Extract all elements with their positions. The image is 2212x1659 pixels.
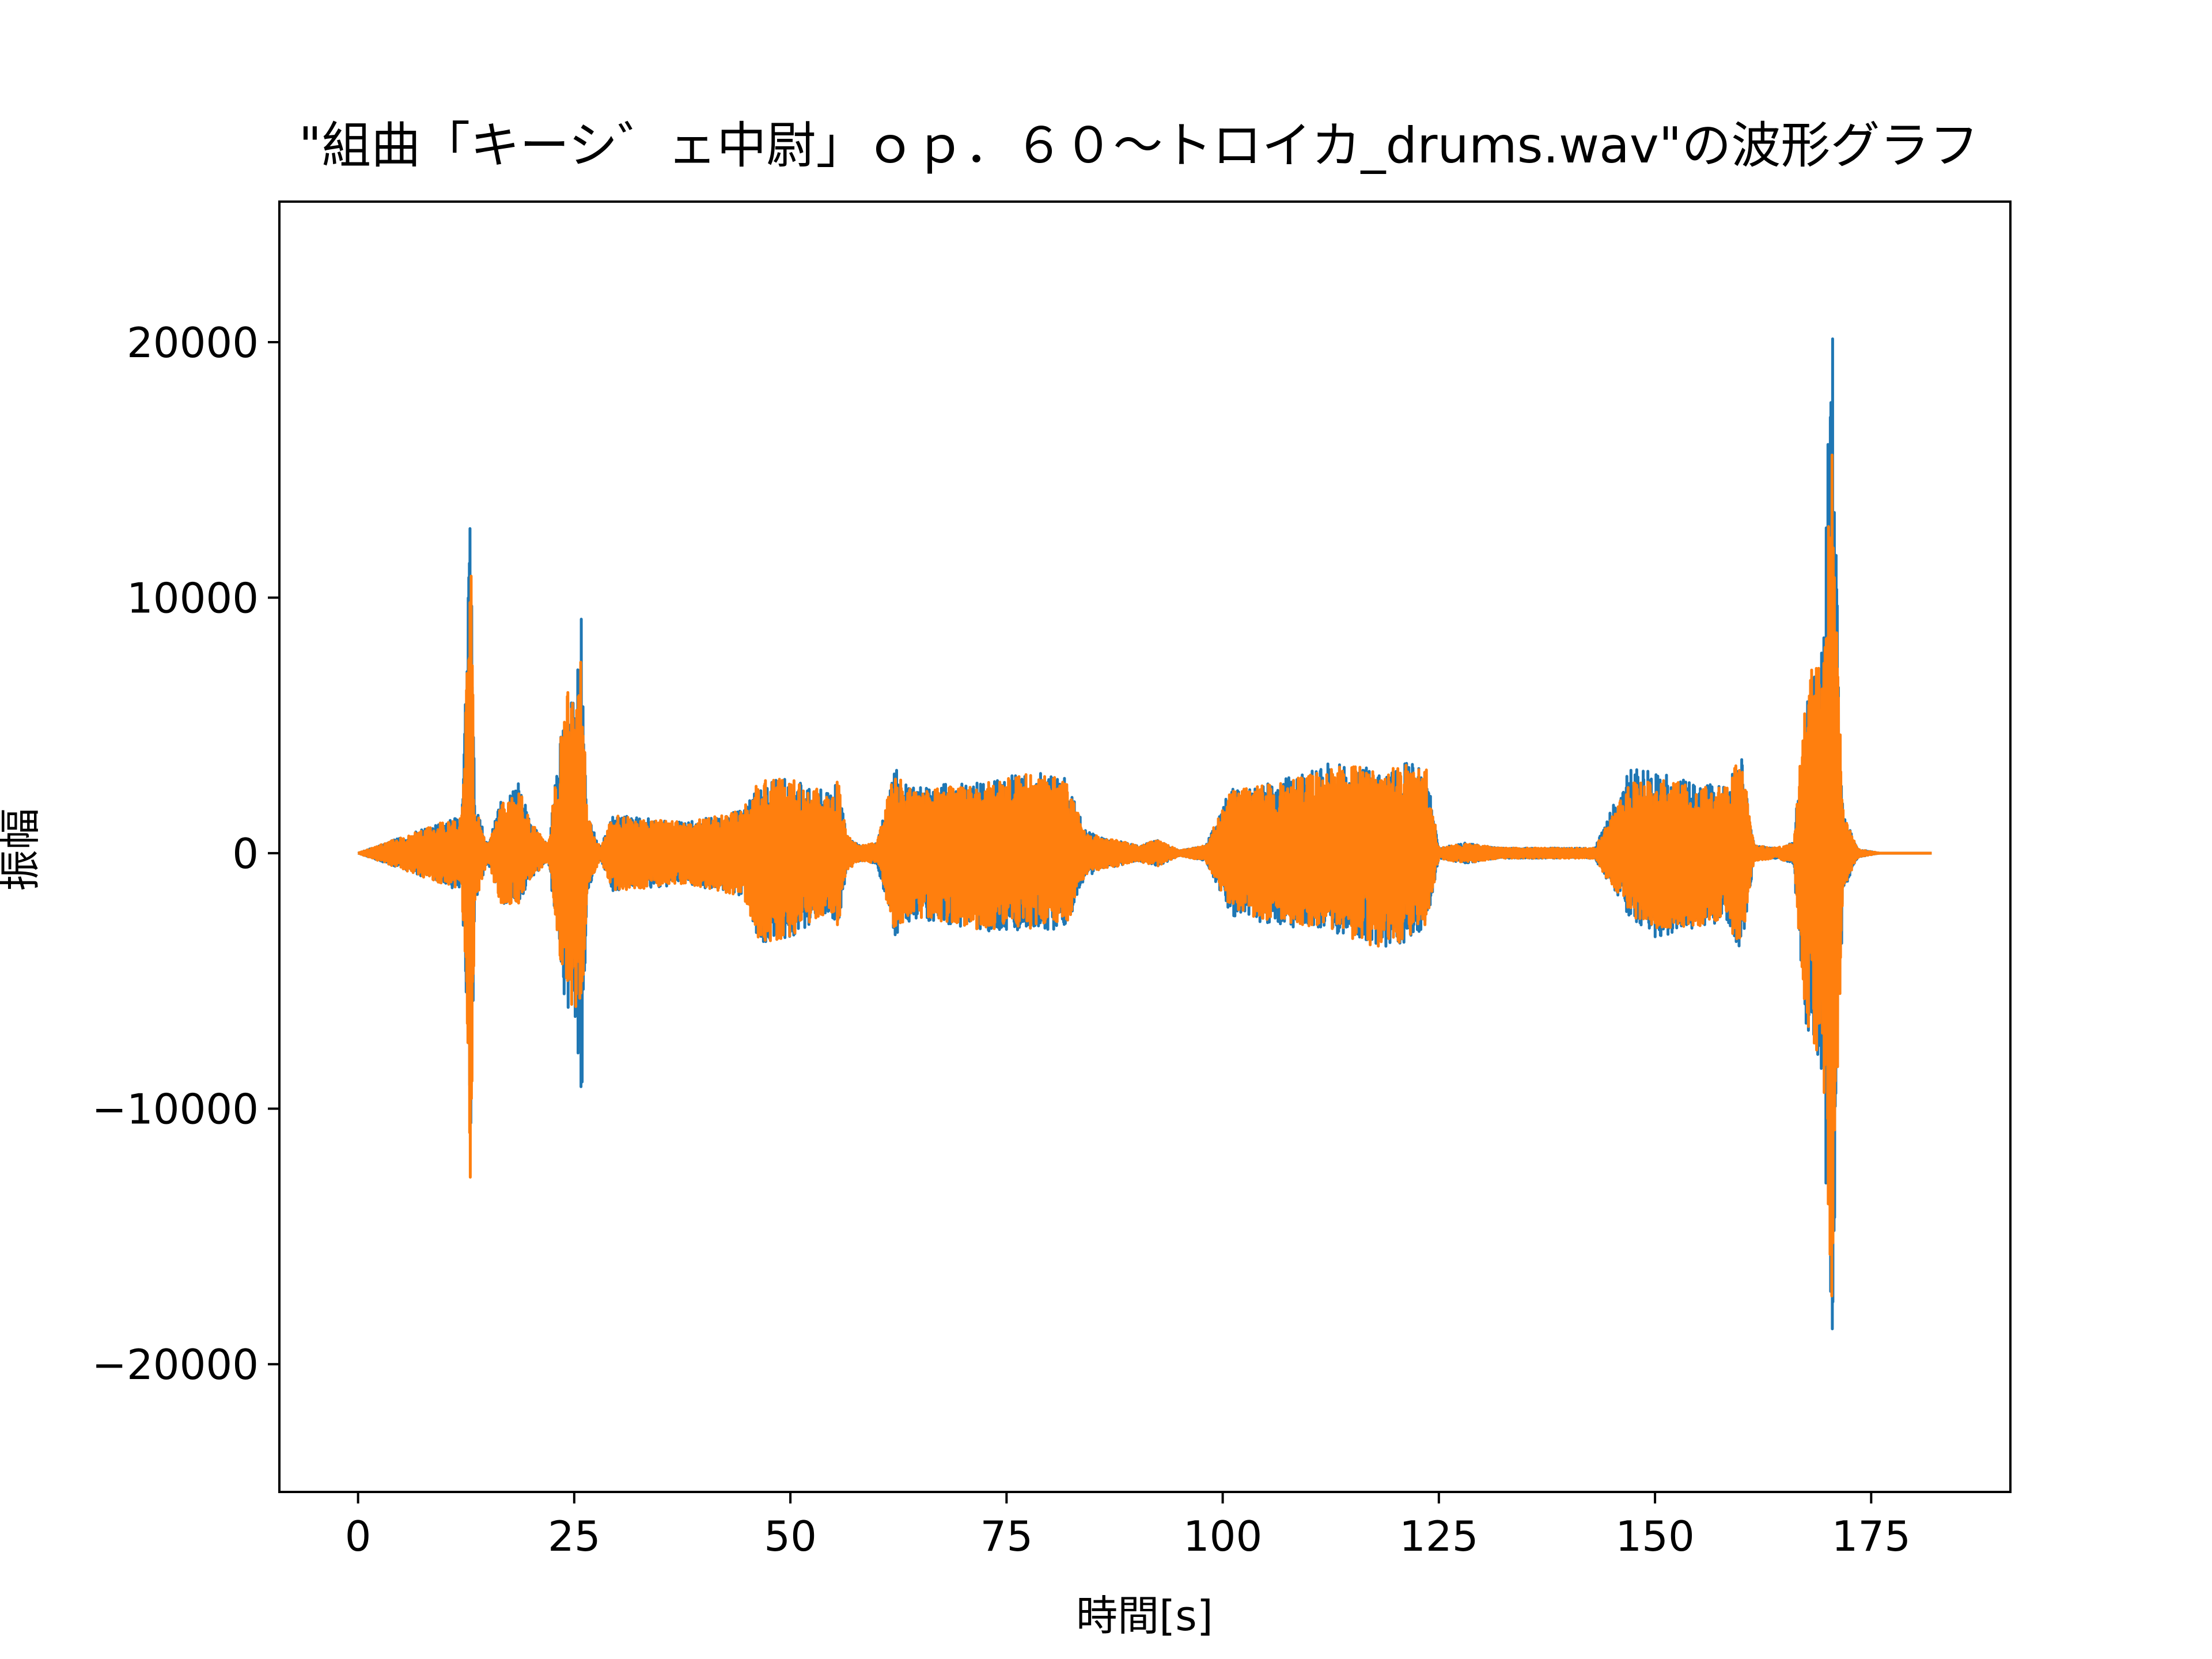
x-axis: 0 25 50 75 100 125 150 175 [345, 1492, 1911, 1560]
series-layer [357, 337, 1933, 1331]
y-tick-label: −20000 [92, 1340, 259, 1389]
y-tick-label: −10000 [92, 1085, 259, 1134]
y-tick-label: 20000 [127, 319, 259, 367]
x-tick-label: 75 [980, 1512, 1033, 1560]
x-tick-label: 175 [1832, 1512, 1911, 1560]
x-tick-label: 50 [764, 1512, 817, 1560]
plot-area [278, 200, 2012, 1493]
y-axis-label: 振幅 [0, 808, 44, 891]
x-tick-label: 125 [1399, 1512, 1478, 1560]
plot-frame [278, 200, 2012, 1493]
waveform-series-2-line [357, 453, 1933, 1298]
x-axis-label: 時間[s] [1076, 1592, 1213, 1640]
y-axis: 20000 10000 0 −10000 −20000 [92, 319, 279, 1389]
chart-title: "組曲「キーシ゛ェ中尉」ｏｐ．６０～トロイカ_drums.wav"の波形グラフ [299, 117, 1979, 175]
x-tick-label: 25 [548, 1512, 601, 1560]
x-tick-label: 100 [1183, 1512, 1262, 1560]
x-tick-label: 0 [345, 1512, 372, 1560]
y-tick-label: 0 [232, 830, 259, 878]
x-tick-label: 150 [1615, 1512, 1694, 1560]
y-tick-label: 10000 [127, 574, 259, 623]
